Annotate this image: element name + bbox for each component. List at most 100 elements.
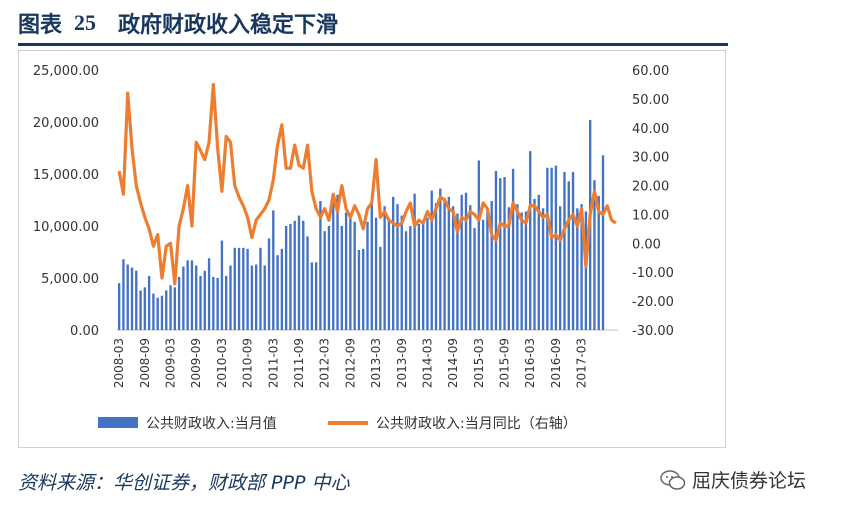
bar <box>207 258 211 330</box>
bar <box>306 236 309 330</box>
bar <box>242 247 245 330</box>
x-tick-label: 2010-03 <box>215 338 229 388</box>
bar <box>477 160 481 330</box>
y-axis-left: 0.00 5,000.00 10,000.00 15,000.00 20,000.00 2… <box>33 64 99 339</box>
bar <box>203 270 206 330</box>
bar <box>319 201 322 330</box>
chart-frame <box>18 50 726 448</box>
bar <box>220 240 224 330</box>
bar <box>357 249 361 330</box>
wechat-icon <box>660 469 686 490</box>
y-left-tick-label: 10,000.00 <box>33 220 99 235</box>
yoy-line <box>117 82 617 286</box>
y-right-tick-label: -30.00 <box>632 324 674 339</box>
bar <box>524 211 528 330</box>
bar <box>533 198 536 330</box>
bar <box>117 283 121 330</box>
bar <box>147 275 151 330</box>
bar <box>199 275 202 330</box>
bar <box>349 217 352 330</box>
bar <box>254 264 258 330</box>
bar <box>302 220 305 330</box>
bar <box>430 190 433 330</box>
bar <box>559 206 562 330</box>
y-left-tick-label: 5,000.00 <box>41 272 99 287</box>
bar <box>413 193 416 330</box>
bar <box>246 248 249 330</box>
bar <box>327 226 331 330</box>
bar <box>529 151 532 330</box>
legend: 公共财政收入:当月值 公共财政收入:当月同比（右轴） <box>98 416 577 432</box>
bar <box>481 219 485 330</box>
x-tick-label: 2009-03 <box>164 338 178 388</box>
line-series-layer <box>117 82 617 286</box>
watermark-text: 屈庆债券论坛 <box>692 470 807 492</box>
y-right-tick-label: 10.00 <box>632 208 669 223</box>
y-left-tick-label: 25,000.00 <box>33 64 99 79</box>
bar <box>139 290 142 330</box>
bar <box>177 276 181 330</box>
bar <box>580 204 583 330</box>
bar <box>160 295 164 330</box>
bar <box>143 287 147 330</box>
x-tick-label: 2016-09 <box>549 338 563 388</box>
bar <box>541 208 545 330</box>
bar <box>284 226 288 330</box>
x-tick-label: 2012-03 <box>318 338 332 388</box>
bar <box>421 222 425 330</box>
bar <box>379 246 382 330</box>
y-right-tick-label: 20.00 <box>632 180 669 195</box>
bar <box>229 265 232 330</box>
bar <box>439 188 442 330</box>
bar <box>152 293 155 330</box>
bar <box>344 212 348 330</box>
legend-swatch-bar <box>98 417 138 428</box>
x-tick-label: 2011-09 <box>292 338 306 388</box>
watermark: 屈庆债券论坛 <box>660 466 806 493</box>
bar <box>396 204 399 330</box>
bar <box>186 260 189 330</box>
bar <box>190 260 194 330</box>
bar <box>323 231 326 330</box>
bar <box>297 215 301 330</box>
x-tick-label: 2014-09 <box>446 338 460 388</box>
bar <box>195 265 198 330</box>
chart-title: 图表 25 政府财政收入稳定下滑 <box>18 6 338 40</box>
bar <box>426 217 429 330</box>
x-tick-label: 2016-03 <box>523 338 537 388</box>
bar <box>383 206 386 330</box>
bar <box>584 211 588 330</box>
y-right-tick-label: 40.00 <box>632 122 669 137</box>
x-tick-label: 2013-03 <box>369 338 383 388</box>
bar <box>259 247 262 330</box>
y-right-tick-label: -20.00 <box>632 295 674 310</box>
bar <box>156 297 159 330</box>
bar <box>567 181 570 330</box>
bar <box>404 231 408 330</box>
bar <box>490 201 493 330</box>
bar <box>456 213 459 330</box>
y-left-tick-label: 0.00 <box>70 324 99 339</box>
bar <box>280 248 284 330</box>
bar <box>122 259 125 330</box>
bar <box>520 212 523 330</box>
bar <box>332 201 335 330</box>
y-left-tick-label: 20,000.00 <box>33 116 99 131</box>
bar <box>601 155 605 330</box>
bar <box>409 226 412 330</box>
x-tick-label: 2009-09 <box>189 338 203 388</box>
bar <box>550 167 553 330</box>
bar <box>126 264 129 330</box>
bar <box>362 248 365 330</box>
bar <box>314 262 318 330</box>
bar <box>374 217 378 330</box>
bar <box>571 171 575 330</box>
x-tick-label: 2011-03 <box>266 338 280 388</box>
x-tick-label: 2008-09 <box>138 338 152 388</box>
x-axis: 2008-03 2008-09 2009-03 2009-09 2010-03 2010-… <box>112 338 588 388</box>
bar <box>289 223 292 330</box>
bar <box>225 275 228 330</box>
bar <box>554 165 558 330</box>
bar <box>516 204 519 330</box>
bar <box>336 194 339 330</box>
